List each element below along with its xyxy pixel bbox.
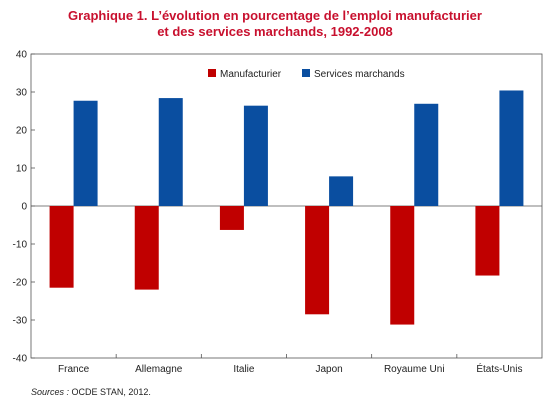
bar-manufacturier (390, 206, 415, 325)
y-tick-label: -20 (13, 278, 28, 289)
y-tick-label: -10 (13, 240, 28, 251)
bar-manufacturier (475, 206, 500, 276)
x-category-label: Allemagne (135, 364, 183, 375)
bar-services (158, 98, 183, 206)
y-tick-label: 30 (16, 88, 28, 99)
chart-legend: Manufacturier Services marchands (208, 69, 405, 80)
source-text: OCDE STAN, 2012. (69, 387, 151, 397)
chart-title-line1: Graphique 1. L’évolution en pourcentage … (68, 8, 482, 23)
x-category-label: Royaume Uni (384, 364, 445, 375)
chart-axes (30, 53, 543, 359)
chart-title-line2: et des services marchands, 1992-2008 (157, 24, 393, 39)
chart-bars (49, 90, 524, 325)
bar-services (414, 103, 439, 206)
source-label: Sources : (31, 387, 70, 397)
legend-swatch-manufacturier (208, 69, 216, 77)
bar-manufacturier (305, 206, 330, 315)
x-category-label: Japon (315, 364, 342, 375)
legend-label-manufacturier: Manufacturier (220, 69, 282, 80)
source-note: Sources : OCDE STAN, 2012. (31, 387, 151, 397)
y-tick-label: 40 (16, 50, 28, 61)
y-tick-label: 20 (16, 126, 28, 137)
bar-manufacturier (134, 206, 159, 290)
bar-services (499, 90, 524, 206)
bar-manufacturier (219, 206, 244, 230)
y-axis-ticks: 40 30 20 10 0 -10 -20 -30 -40 (13, 50, 35, 365)
x-category-label: États-Unis (476, 362, 522, 375)
bar-services (329, 176, 354, 206)
bar-manufacturier (49, 206, 74, 288)
y-tick-label: 10 (16, 164, 28, 175)
bar-services (73, 100, 98, 206)
legend-label-services: Services marchands (314, 69, 405, 80)
legend-swatch-services (302, 69, 310, 77)
x-category-label: France (58, 364, 90, 375)
y-tick-label: -30 (13, 316, 28, 327)
y-tick-label: 0 (21, 202, 27, 213)
x-axis-categories: France Allemagne Italie Japon Royaume Uni Éta… (58, 362, 522, 375)
chart-title: Graphique 1. L’évolution en pourcentage … (0, 8, 550, 40)
bar-services (243, 105, 268, 206)
x-category-label: Italie (233, 364, 255, 375)
y-tick-label: -40 (13, 354, 28, 365)
